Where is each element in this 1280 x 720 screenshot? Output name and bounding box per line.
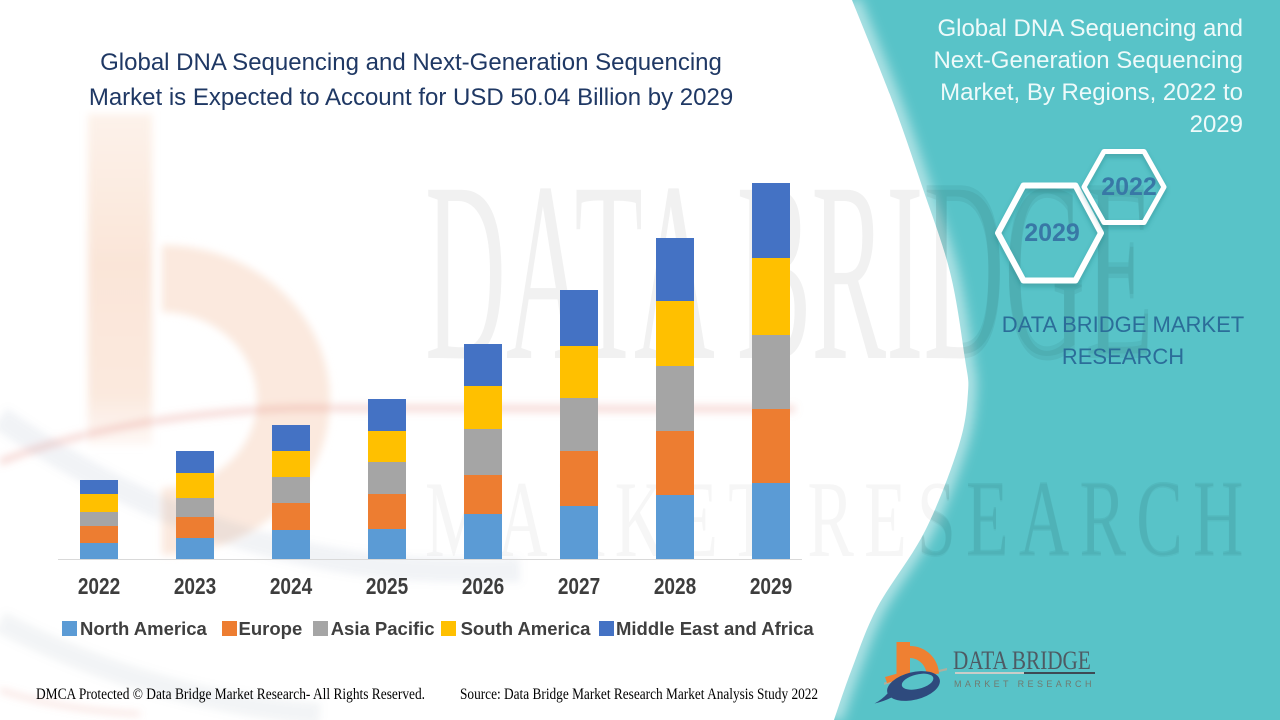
svg-text:MARKET RESEARCH: MARKET RESEARCH <box>954 679 1095 689</box>
svg-text:DATA BRIDGE: DATA BRIDGE <box>953 647 1091 676</box>
